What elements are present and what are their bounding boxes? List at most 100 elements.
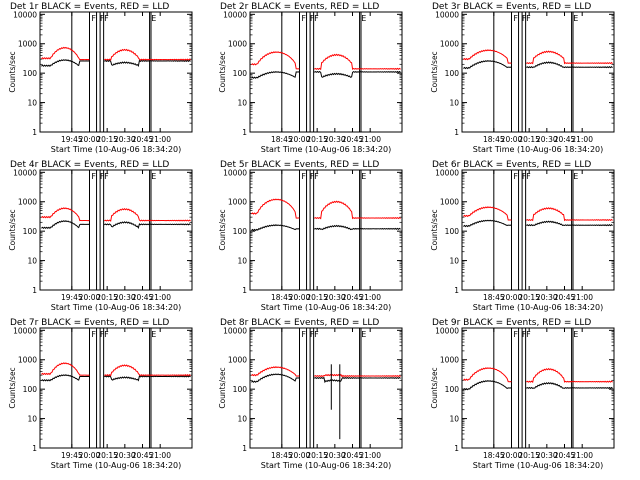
x-tick-label: 21:00	[149, 451, 171, 460]
marker-letter: F	[104, 172, 109, 181]
y-tick-label: 1	[454, 128, 459, 137]
x-tick-label: 18:45	[271, 293, 293, 302]
x-tick-label: 20:45	[342, 451, 364, 460]
y-tick-label: 1	[242, 128, 247, 137]
events-series-line	[41, 59, 191, 68]
marker-letter: F	[513, 172, 518, 181]
marker-letter: F	[522, 330, 527, 339]
marker-letter: F	[526, 330, 531, 339]
marker-letter: E	[573, 172, 578, 181]
x-axis-label: Start Time (10-Aug-06 18:34:20)	[51, 461, 182, 470]
x-tick-label: 20:45	[554, 135, 576, 144]
x-tick-label: 20:15	[518, 135, 540, 144]
plot-frame	[461, 327, 615, 449]
y-tick-label: 10000	[435, 10, 459, 19]
y-axis-label: Counts/sec	[430, 51, 439, 92]
y-tick-label: 100	[445, 227, 460, 236]
panel-3: Det 3r BLACK = Events, RED = LLD 1 10 100 10…	[430, 2, 615, 154]
x-tick-label: 20:30	[536, 293, 558, 302]
y-tick-label: 10	[27, 257, 37, 266]
x-tick-label: 20:00	[289, 135, 311, 144]
x-tick-label: 20:30	[536, 135, 558, 144]
x-tick-label: 20:30	[114, 135, 136, 144]
y-tick-label: 10000	[223, 10, 247, 19]
x-tick-label: 20:15	[306, 451, 328, 460]
x-tick-label: 19:45	[61, 293, 83, 302]
events-series-line	[251, 224, 401, 232]
x-tick-label: 20:30	[324, 135, 346, 144]
y-tick-label: 1000	[228, 356, 247, 365]
marker-letter: F	[314, 330, 319, 339]
plot-frame	[39, 11, 193, 133]
x-axis-label: Start Time (10-Aug-06 18:34:20)	[473, 461, 604, 470]
panel-2: Det 2r BLACK = Events, RED = LLD 1 10 100 10…	[218, 2, 403, 154]
panel-5: Det 5r BLACK = Events, RED = LLD 1 10 100 10…	[218, 160, 403, 312]
x-tick-label: 21:00	[359, 293, 381, 302]
panel-6: Det 6r BLACK = Events, RED = LLD 1 10 100 10…	[430, 160, 615, 312]
marker-letter: F	[301, 172, 306, 181]
x-axis-label: Start Time (10-Aug-06 18:34:20)	[473, 303, 604, 312]
marker-letter: F	[104, 330, 109, 339]
panel-7: Det 7r BLACK = Events, RED = LLD 1 10 100 10…	[8, 318, 193, 470]
y-tick-label: 1	[32, 128, 37, 137]
lld-series-line	[463, 49, 613, 65]
y-tick-label: 10	[27, 99, 37, 108]
plot-frame	[249, 11, 403, 133]
panel-title: Det 8r BLACK = Events, RED = LLD	[220, 318, 379, 328]
marker-letter: F	[91, 330, 96, 339]
y-tick-label: 10000	[223, 326, 247, 335]
panel-8: Det 8r BLACK = Events, RED = LLD 1 10 100 10…	[218, 318, 403, 470]
y-tick-label: 1000	[18, 356, 37, 365]
panel-4: Det 4r BLACK = Events, RED = LLD 1 10 100 10…	[8, 160, 193, 312]
x-tick-label: 20:45	[554, 293, 576, 302]
x-tick-label: 21:00	[571, 451, 593, 460]
marker-letter: F	[526, 14, 531, 23]
x-tick-label: 20:30	[324, 451, 346, 460]
x-tick-label: 19:45	[61, 451, 83, 460]
x-tick-label: 20:15	[306, 135, 328, 144]
x-tick-label: 20:00	[289, 293, 311, 302]
y-tick-label: 1000	[228, 198, 247, 207]
y-tick-label: 10	[27, 415, 37, 424]
x-axis-label: Start Time (10-Aug-06 18:34:20)	[473, 145, 604, 154]
panel-title: Det 6r BLACK = Events, RED = LLD	[432, 160, 591, 170]
y-tick-label: 1	[242, 286, 247, 295]
y-tick-label: 1000	[440, 40, 459, 49]
events-series-line	[251, 70, 401, 79]
x-tick-label: 20:45	[132, 451, 154, 460]
x-axis-label: Start Time (10-Aug-06 18:34:20)	[261, 145, 392, 154]
y-tick-label: 100	[233, 69, 248, 78]
x-tick-label: 20:00	[79, 135, 101, 144]
marker-letter: F	[301, 14, 306, 23]
y-tick-label: 10000	[223, 168, 247, 177]
x-axis-label: Start Time (10-Aug-06 18:34:20)	[51, 145, 182, 154]
panel-title: Det 7r BLACK = Events, RED = LLD	[10, 318, 169, 328]
y-tick-label: 10000	[13, 10, 37, 19]
marker-letter: E	[573, 14, 578, 23]
marker-letter: F	[100, 330, 105, 339]
lld-series-line	[41, 46, 191, 61]
events-series-line	[463, 379, 613, 391]
y-tick-label: 1000	[440, 198, 459, 207]
x-tick-label: 18:45	[271, 135, 293, 144]
marker-letter: F	[314, 172, 319, 181]
y-axis-label: Counts/sec	[8, 367, 17, 408]
marker-letter: F	[100, 172, 105, 181]
x-tick-label: 20:00	[289, 451, 311, 460]
plot-frame	[39, 327, 193, 449]
y-tick-label: 10	[449, 257, 459, 266]
marker-letter: F	[513, 14, 518, 23]
x-tick-label: 20:15	[96, 451, 118, 460]
marker-letter: E	[573, 330, 578, 339]
y-tick-label: 10	[449, 415, 459, 424]
marker-letter: F	[91, 14, 96, 23]
y-tick-label: 100	[23, 227, 38, 236]
x-tick-label: 18:45	[271, 451, 293, 460]
x-tick-label: 21:00	[149, 135, 171, 144]
y-axis-label: Counts/sec	[430, 209, 439, 250]
x-tick-label: 20:15	[96, 135, 118, 144]
x-tick-label: 20:00	[501, 293, 523, 302]
marker-letter: F	[104, 14, 109, 23]
marker-letter: F	[314, 14, 319, 23]
